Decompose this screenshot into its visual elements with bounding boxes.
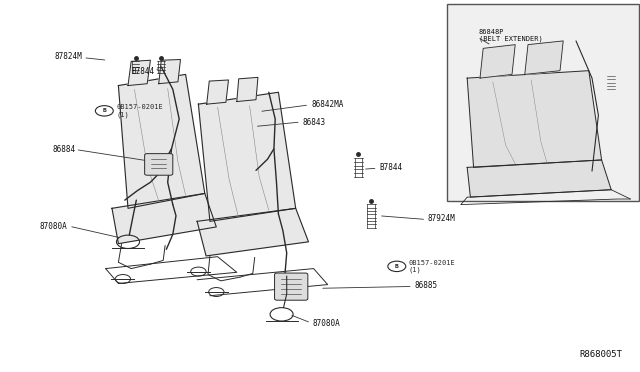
Text: 0B157-0201E
(1): 0B157-0201E (1) (408, 260, 455, 273)
Text: 87824M: 87824M (54, 52, 82, 61)
Polygon shape (467, 71, 602, 167)
Polygon shape (197, 208, 308, 256)
Polygon shape (207, 80, 228, 104)
Polygon shape (525, 41, 563, 74)
Text: B7844: B7844 (379, 163, 402, 172)
Text: 86884: 86884 (52, 145, 76, 154)
Text: 87080A: 87080A (40, 222, 67, 231)
Circle shape (388, 261, 406, 272)
FancyBboxPatch shape (275, 273, 308, 300)
Text: 87080A: 87080A (312, 319, 340, 328)
Text: 86848P
(BELT EXTENDER): 86848P (BELT EXTENDER) (479, 29, 543, 42)
Text: 87924M: 87924M (428, 214, 455, 223)
Polygon shape (198, 92, 296, 221)
Polygon shape (159, 60, 180, 84)
Polygon shape (112, 193, 216, 244)
Polygon shape (237, 77, 258, 102)
Polygon shape (118, 74, 205, 208)
Circle shape (95, 106, 113, 116)
Polygon shape (128, 60, 150, 86)
FancyBboxPatch shape (145, 154, 173, 175)
Text: 0B157-0201E
(1): 0B157-0201E (1) (116, 104, 163, 118)
Polygon shape (467, 160, 611, 197)
Polygon shape (480, 45, 515, 78)
Text: 86843: 86843 (302, 118, 325, 126)
Text: B: B (102, 108, 106, 113)
Text: B: B (395, 264, 399, 269)
Bar (447, 4, 639, 201)
Text: 86842MA: 86842MA (311, 100, 344, 109)
Text: R868005T: R868005T (579, 350, 622, 359)
Text: 86885: 86885 (415, 281, 438, 290)
Text: B7844: B7844 (132, 67, 155, 76)
